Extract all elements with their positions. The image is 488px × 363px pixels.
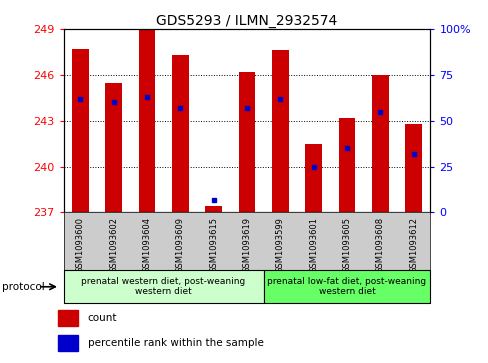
Bar bbox=[305, 144, 321, 212]
Bar bbox=[58, 310, 78, 326]
Text: prenatal western diet, post-weaning
western diet: prenatal western diet, post-weaning west… bbox=[81, 277, 245, 297]
Bar bbox=[405, 124, 421, 212]
Bar bbox=[271, 50, 288, 212]
Bar bbox=[63, 270, 263, 303]
Text: GSM1093602: GSM1093602 bbox=[109, 217, 118, 273]
Bar bbox=[105, 82, 122, 212]
Text: GSM1093600: GSM1093600 bbox=[76, 217, 84, 273]
Text: GSM1093615: GSM1093615 bbox=[209, 217, 218, 273]
Text: GSM1093619: GSM1093619 bbox=[242, 217, 251, 273]
Bar bbox=[263, 270, 429, 303]
Text: GSM1093601: GSM1093601 bbox=[308, 217, 318, 273]
Text: GSM1093604: GSM1093604 bbox=[142, 217, 151, 273]
Text: GSM1093599: GSM1093599 bbox=[275, 217, 284, 273]
Text: percentile rank within the sample: percentile rank within the sample bbox=[87, 338, 263, 348]
Bar bbox=[138, 29, 155, 212]
Text: GSM1093608: GSM1093608 bbox=[375, 217, 384, 273]
Bar bbox=[338, 118, 355, 212]
Title: GDS5293 / ILMN_2932574: GDS5293 / ILMN_2932574 bbox=[156, 14, 337, 28]
Bar bbox=[72, 49, 88, 212]
Text: count: count bbox=[87, 313, 117, 323]
Bar bbox=[238, 72, 255, 212]
Text: GSM1093609: GSM1093609 bbox=[175, 217, 184, 273]
Text: GSM1093612: GSM1093612 bbox=[408, 217, 417, 273]
Text: GSM1093605: GSM1093605 bbox=[342, 217, 351, 273]
Bar bbox=[371, 75, 388, 212]
Bar bbox=[58, 335, 78, 351]
Text: protocol: protocol bbox=[2, 282, 45, 292]
Text: prenatal low-fat diet, post-weaning
western diet: prenatal low-fat diet, post-weaning west… bbox=[267, 277, 426, 297]
Bar bbox=[205, 206, 222, 212]
Bar bbox=[172, 55, 188, 212]
